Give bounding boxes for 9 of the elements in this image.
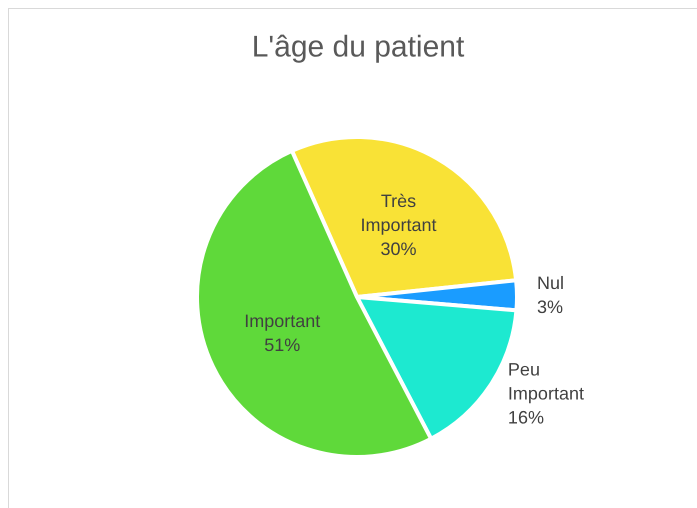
slice-label: Peu Important bbox=[508, 359, 584, 404]
data-label: 16% bbox=[508, 407, 544, 428]
slice-label: Important bbox=[244, 311, 320, 332]
data-label: 3% bbox=[536, 297, 564, 318]
slice-label: Nul bbox=[536, 273, 564, 294]
slice-label: Très Important bbox=[360, 191, 437, 236]
data-label: 30% bbox=[380, 239, 417, 260]
data-label: 51% bbox=[264, 335, 300, 356]
chart-title: L'âge du patient bbox=[252, 30, 465, 64]
